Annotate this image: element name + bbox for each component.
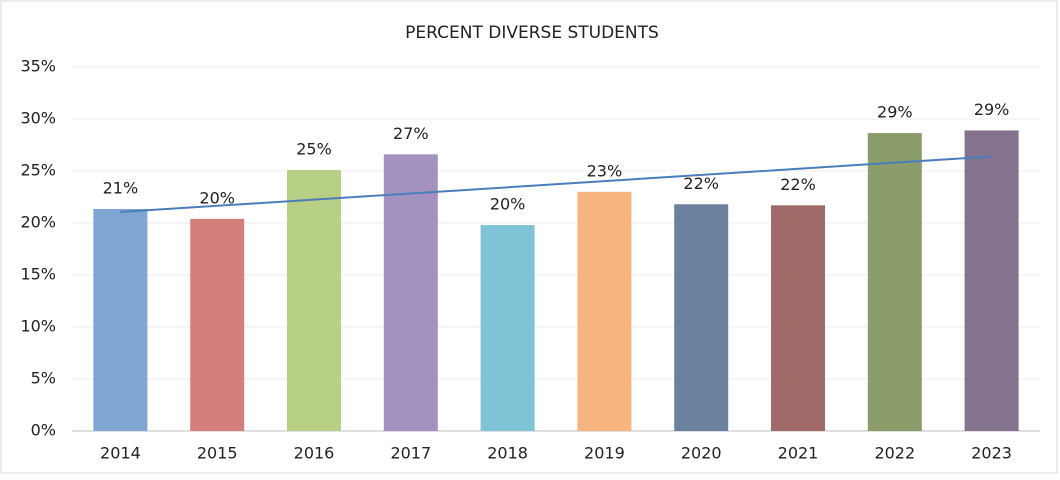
value-label: 20% [199,188,235,207]
y-tick-label: 0% [31,421,56,440]
bar [383,154,438,432]
x-tick-label: 2015 [197,444,238,463]
value-label: 23% [587,161,623,180]
bar [867,133,922,432]
value-label: 25% [296,139,332,158]
bar [480,225,535,431]
x-tick-label: 2018 [487,444,528,463]
value-label: 21% [103,178,139,197]
bar [287,169,341,431]
y-tick-label: 25% [20,161,56,180]
x-tick-label: 2014 [100,444,141,463]
y-tick-label: 20% [20,213,56,232]
value-label: 29% [877,103,913,122]
x-tick-label: 2016 [294,444,335,463]
value-label: 22% [780,175,816,194]
trendline [120,155,992,213]
bar [674,204,729,431]
value-label: 20% [490,195,526,214]
value-label: 27% [393,124,429,143]
x-tick-label: 2019 [584,444,625,463]
x-tick-label: 2021 [778,444,819,463]
value-label: 22% [683,174,719,193]
bar [190,218,245,431]
y-tick-label: 30% [20,109,56,128]
x-tick-label: 2023 [971,444,1012,463]
y-tick-label: 35% [20,57,56,76]
bar [93,208,148,431]
x-tick-label: 2017 [390,444,431,463]
bar [964,130,1019,431]
y-tick-label: 15% [20,265,56,284]
x-tick-label: 2022 [874,444,915,463]
chart-title: PERCENT DIVERSE STUDENTS [405,23,659,43]
value-label: 29% [974,100,1010,119]
x-tick-label: 2020 [681,444,722,463]
y-tick-label: 10% [20,317,56,336]
bar [771,205,825,431]
bar [577,191,632,431]
y-tick-label: 5% [31,369,56,388]
